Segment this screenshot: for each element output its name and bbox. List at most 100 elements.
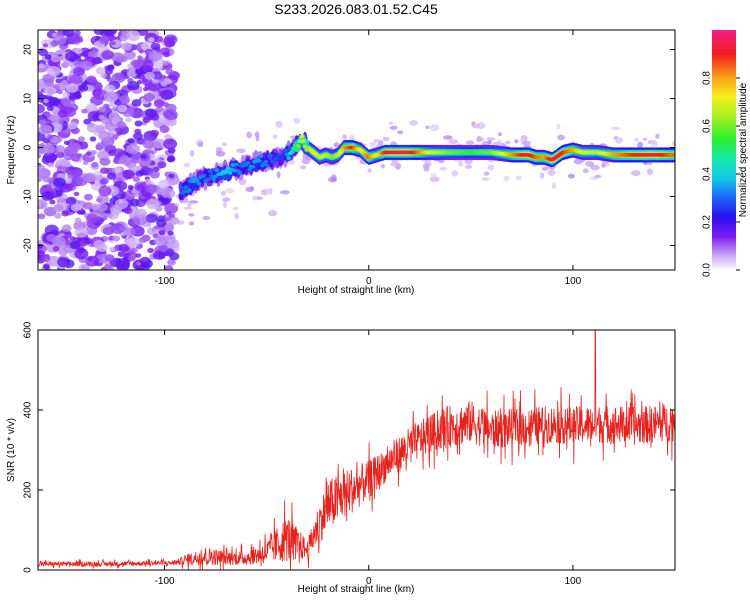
noise-blob: [152, 166, 160, 172]
noise-blob: [98, 150, 109, 159]
noise-blob: [108, 112, 120, 121]
noise-blob: [78, 263, 90, 270]
noise-blob: [135, 170, 144, 177]
noise-blob: [465, 164, 473, 169]
noise-blob: [38, 124, 53, 135]
noise-blob: [145, 198, 160, 210]
noise-blob: [183, 162, 191, 168]
noise-blob: [135, 68, 144, 76]
noise-blob: [64, 51, 78, 62]
noise-blob: [430, 173, 437, 178]
noise-blob: [106, 172, 117, 180]
noise-blob: [582, 168, 589, 174]
noise-blob: [53, 212, 62, 219]
noise-blob: [127, 184, 134, 190]
noise-blob: [106, 213, 113, 218]
noise-blob: [137, 55, 143, 60]
noise-blob: [380, 163, 385, 169]
spectrogram-xtick-label: 0: [366, 276, 372, 287]
noise-blob: [50, 115, 61, 124]
ridge-cell: [194, 178, 200, 183]
noise-blob: [84, 193, 93, 201]
noise-blob: [540, 172, 545, 179]
noise-blob: [132, 215, 147, 226]
snr-area: [38, 330, 675, 570]
noise-blob: [89, 136, 97, 142]
noise-blob: [142, 139, 155, 149]
noise-blob: [126, 237, 140, 248]
spectrogram-ytick-label: 20: [23, 44, 34, 56]
noise-blob: [257, 196, 263, 200]
noise-blob: [557, 134, 565, 141]
noise-blob: [68, 142, 81, 152]
noise-blob: [42, 137, 50, 144]
snr-ytick-label: 600: [23, 321, 34, 338]
ridge-cell: [289, 150, 295, 154]
noise-blob: [126, 69, 138, 78]
noise-blob: [73, 191, 80, 197]
noise-blob: [98, 186, 112, 197]
noise-blob: [483, 171, 490, 176]
noise-blob: [95, 67, 106, 75]
noise-blob: [114, 166, 123, 173]
noise-blob: [487, 164, 495, 171]
noise-blob: [38, 48, 48, 57]
noise-blob: [123, 43, 131, 50]
noise-blob: [168, 173, 175, 179]
noise-blob: [252, 195, 260, 201]
noise-blob: [93, 240, 105, 250]
noise-blob: [268, 210, 278, 217]
ridge-cell: [271, 160, 277, 165]
noise-blob: [46, 134, 54, 140]
noise-blob: [388, 121, 393, 125]
noise-blob: [72, 47, 78, 52]
noise-blob: [650, 140, 658, 147]
noise-blob: [164, 41, 174, 48]
noise-blob: [117, 251, 126, 257]
noise-blob: [109, 246, 115, 252]
noise-blob: [44, 224, 59, 236]
noise-blob: [137, 73, 145, 80]
noise-blob: [83, 202, 93, 210]
colorbar-tick-label: 0.8: [702, 71, 713, 85]
spectrogram-ylabel: Frequency (Hz): [6, 116, 17, 185]
spectrogram-ytick-label: -20: [23, 238, 34, 253]
noise-blob: [422, 163, 430, 169]
noise-blob: [631, 170, 641, 177]
noise-blob: [61, 210, 70, 217]
noise-blob: [118, 243, 130, 252]
noise-blob: [104, 254, 115, 262]
noise-blob: [74, 248, 89, 260]
ridge-cell: [206, 177, 212, 182]
noise-blob: [163, 109, 178, 121]
spectrogram-xtick-label: -100: [155, 276, 175, 287]
noise-blob: [151, 79, 159, 84]
noise-blob: [154, 235, 168, 246]
noise-blob: [49, 199, 56, 205]
noise-blob: [152, 250, 165, 260]
noise-blob: [429, 176, 440, 183]
spectrogram-ytick-label: -10: [23, 189, 34, 204]
snr-frame: [37, 329, 676, 571]
ridge-cell: [294, 148, 300, 153]
noise-blob: [100, 72, 107, 79]
spectrogram-frame: [37, 29, 676, 271]
noise-blob: [82, 160, 89, 165]
colorbar-ticks: 0.0 0.2 0.4 0.6 0.8: [702, 71, 740, 277]
noise-blob: [113, 148, 125, 158]
noise-blob: [68, 95, 77, 101]
noise-blob: [144, 178, 152, 184]
noise-blob: [38, 63, 45, 69]
noise-blob: [131, 189, 138, 195]
noise-blob: [136, 184, 145, 191]
noise-blob: [74, 30, 81, 36]
noise-blob: [41, 255, 51, 262]
noise-blob: [57, 110, 68, 118]
noise-blob: [83, 237, 93, 245]
noise-blob: [156, 219, 167, 227]
colorbar: 0.0 0.2 0.4 0.6 0.8 Normalized spectral ampl…: [702, 30, 749, 277]
noise-blob: [497, 139, 502, 147]
noise-blob: [127, 255, 136, 262]
noise-blob: [38, 103, 45, 114]
noise-blob: [486, 137, 496, 141]
